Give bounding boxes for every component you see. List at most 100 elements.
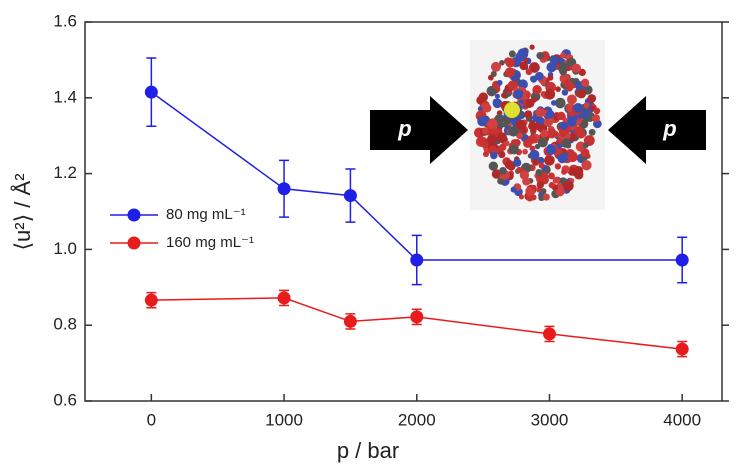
atom — [504, 102, 520, 118]
atom — [537, 156, 545, 165]
y-tick-label: 1.4 — [53, 87, 77, 106]
x-tick-label: 3000 — [531, 410, 569, 429]
marker — [542, 327, 556, 341]
atom — [561, 89, 569, 96]
atom — [502, 122, 509, 128]
atom — [477, 136, 487, 146]
atom — [545, 144, 557, 156]
atom — [504, 159, 514, 170]
atom — [535, 169, 543, 176]
atom — [547, 172, 555, 180]
y-tick-label: 1.6 — [53, 11, 77, 30]
atom — [512, 158, 522, 167]
atom — [581, 160, 592, 171]
atom — [499, 167, 507, 175]
atom — [494, 93, 500, 99]
y-tick-label: 1.0 — [53, 239, 77, 258]
series-line — [151, 297, 683, 350]
atom — [482, 151, 489, 158]
atom — [580, 148, 590, 158]
legend-marker — [127, 208, 141, 222]
atom — [540, 129, 549, 138]
atom — [536, 181, 544, 189]
marker — [410, 253, 424, 267]
atom — [540, 188, 547, 195]
legend-marker — [127, 236, 141, 250]
atom — [536, 52, 544, 60]
atom — [545, 109, 555, 119]
atom — [557, 111, 566, 121]
atom — [487, 74, 494, 81]
atom — [583, 102, 590, 109]
atom — [498, 150, 506, 159]
arrow-label: p — [397, 116, 411, 141]
atom — [536, 116, 545, 125]
marker — [144, 85, 158, 99]
atom — [571, 63, 582, 73]
atom — [546, 61, 557, 73]
atom — [553, 176, 561, 184]
atom — [582, 142, 589, 149]
atom — [544, 155, 555, 166]
atom — [510, 186, 517, 193]
atom — [518, 79, 528, 90]
atom — [519, 170, 530, 180]
atom — [555, 86, 561, 92]
marker — [277, 182, 291, 196]
atom — [490, 61, 501, 72]
atom — [563, 79, 572, 88]
atom — [515, 119, 527, 131]
atom — [497, 132, 507, 143]
atom — [491, 169, 502, 179]
atom — [522, 148, 528, 155]
atom — [540, 79, 546, 86]
atom — [558, 57, 565, 64]
atom — [560, 52, 566, 59]
legend-label: 80 mg mL⁻¹ — [166, 206, 246, 223]
atom — [567, 151, 578, 163]
inset: p p — [370, 40, 706, 210]
atom — [559, 67, 568, 76]
atom — [531, 184, 537, 191]
atom — [573, 103, 584, 113]
atom — [481, 127, 489, 135]
atom — [547, 74, 554, 81]
marker — [144, 293, 158, 307]
x-tick-label: 4000 — [663, 410, 701, 429]
atom — [525, 98, 535, 108]
atom — [561, 169, 567, 175]
atom — [518, 194, 525, 200]
atom — [544, 88, 556, 100]
y-tick-label: 0.8 — [53, 315, 77, 334]
atom — [593, 107, 601, 115]
atom — [524, 110, 533, 119]
atom — [588, 128, 596, 136]
x-tick-label: 1000 — [265, 410, 303, 429]
atom — [574, 170, 584, 180]
atom — [516, 166, 523, 173]
atom — [554, 97, 566, 109]
arrow-right — [370, 96, 468, 164]
atom — [490, 151, 498, 160]
atom — [587, 94, 597, 103]
atom — [529, 149, 540, 160]
atom — [488, 161, 499, 171]
atom — [546, 128, 557, 139]
atom — [497, 121, 505, 129]
atom — [529, 62, 540, 73]
marker — [343, 189, 357, 203]
atom — [477, 116, 488, 127]
atom — [537, 137, 548, 148]
atom — [538, 162, 545, 169]
legend-label: 160 mg mL⁻¹ — [166, 234, 254, 251]
atom — [499, 143, 507, 151]
atom — [496, 79, 503, 86]
atom — [508, 144, 519, 155]
protein-image — [473, 44, 602, 202]
atom — [576, 129, 586, 139]
atom — [499, 59, 505, 66]
y-tick-label: 1.2 — [53, 163, 77, 182]
atom — [542, 193, 550, 201]
atom — [534, 71, 544, 81]
